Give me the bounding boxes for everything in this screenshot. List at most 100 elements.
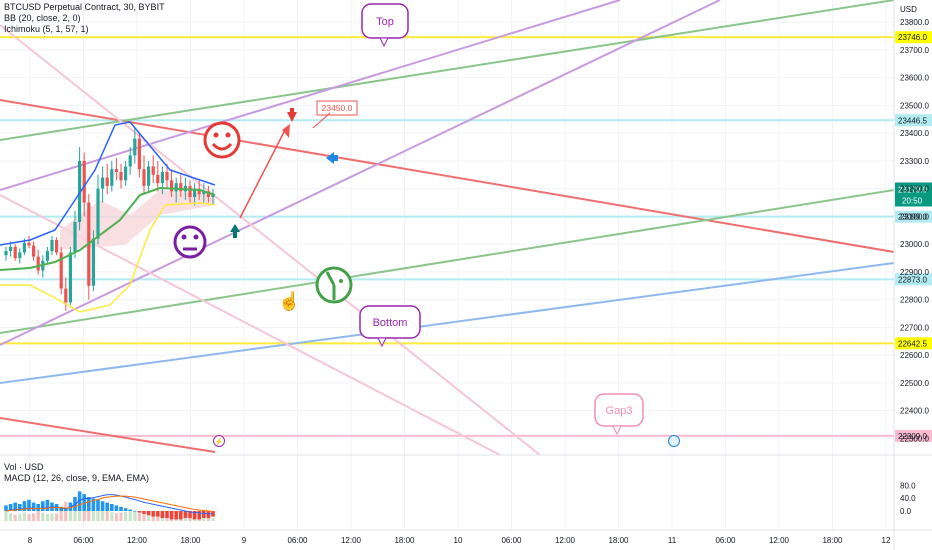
trend-lines: [0, 0, 895, 456]
price-tick-label: 22700.0: [900, 323, 929, 332]
candle-body: [78, 160, 82, 222]
candle-body: [45, 251, 49, 261]
candle-body: [50, 239, 54, 252]
candle-body: [137, 138, 141, 170]
bb-legend[interactable]: BB (20, close, 2, 0): [4, 13, 81, 23]
macd-histogram-bar: [197, 511, 201, 520]
volume-bar: [55, 513, 59, 521]
candle-body: [13, 246, 17, 259]
time-tick-label: 06:00: [73, 536, 94, 545]
event-flag-icon: [668, 435, 680, 447]
clock-face-icon: [315, 266, 353, 304]
candle-body: [211, 194, 215, 197]
neutral-face-icon: [173, 225, 207, 259]
volume-legend[interactable]: Vol · USD: [4, 462, 44, 472]
up-arrow-icon-stem: [233, 232, 237, 238]
volume-bar: [188, 516, 192, 521]
level-tag-text: 23446.5: [898, 116, 927, 125]
price-tick-label: 23000.0: [900, 240, 929, 249]
candle-body: [147, 166, 151, 186]
candle-body: [124, 166, 128, 181]
level-tag: [895, 337, 932, 350]
top-note-tail: [379, 37, 389, 48]
volume-bar: [105, 511, 109, 521]
macd-histogram-bar: [133, 511, 137, 512]
macd-histogram-bar: [82, 494, 86, 511]
bottom-note: Bottom: [359, 305, 421, 348]
macd-histogram-bar: [188, 511, 192, 518]
price-tick-label: 22300.0: [900, 434, 929, 443]
macd-histogram-bar: [206, 511, 211, 518]
time-tick-label: 12: [882, 536, 891, 545]
macd-histogram-bar: [91, 498, 96, 511]
neutral-face-icon-eye-left: [181, 234, 187, 240]
macd-histogram-bar: [165, 511, 169, 518]
macd-tick-label: 80.0: [900, 481, 916, 490]
price-tick-label: 23100.0: [900, 212, 929, 221]
neutral-face-icon-outline: [173, 225, 207, 259]
macd-histogram-bar: [169, 511, 174, 520]
macd-histogram-bar: [179, 511, 183, 520]
volume-bar: [45, 514, 49, 521]
price-tick-label: 22800.0: [900, 296, 929, 305]
volume-bar: [101, 510, 105, 521]
level-tag: [895, 114, 932, 127]
symbol-title[interactable]: BTCUSD Perpetual Contract, 30, BYBIT: [4, 2, 165, 12]
candle-body: [160, 172, 164, 184]
macd-histogram-bar: [87, 497, 91, 511]
volume-bar: [124, 511, 128, 521]
time-tick-label: 18:00: [180, 536, 201, 545]
volume-bar: [211, 517, 215, 521]
candle-body: [22, 242, 26, 253]
macd-histogram-bar: [45, 499, 50, 511]
volume-bar: [183, 516, 187, 521]
volume-bar: [22, 512, 26, 521]
price-tick-label: 22500.0: [900, 379, 929, 388]
level-tag: [895, 210, 932, 223]
candle-body: [91, 238, 95, 286]
time-tick-label: 18:00: [822, 536, 843, 545]
candle-body: [133, 138, 137, 156]
time-tick-label: 9: [242, 536, 247, 545]
ichimoku-legend[interactable]: Ichimoku (5, 1, 57, 1): [4, 24, 89, 34]
level-tag-text: 22309.0: [898, 432, 927, 441]
candle-body: [82, 160, 86, 203]
volume-bar: [87, 501, 91, 521]
macd-histogram-bar: [119, 506, 123, 511]
volume-bar: [119, 512, 123, 521]
level-tag-text: 22642.5: [898, 339, 927, 348]
happy-face-icon-outline: [203, 121, 241, 159]
macd-legend[interactable]: MACD (12, 26, close, 9, EMA, EMA): [4, 473, 150, 483]
price-tick-label: 23300.0: [900, 157, 929, 166]
top-note-text: Top: [376, 16, 394, 28]
bottom-note-tail: [377, 337, 387, 348]
candle-body: [202, 191, 206, 195]
happy-face-icon-mouth: [211, 142, 233, 151]
macd-histogram-bar: [192, 511, 197, 520]
candle-body: [55, 239, 59, 253]
hand-pointer-icon: ☝: [278, 290, 300, 312]
time-tick-label: 8: [28, 536, 33, 545]
candle-body: [36, 256, 40, 271]
price-tick-label: 23400.0: [900, 129, 929, 138]
volume-bar: [128, 511, 132, 521]
candle-body: [170, 180, 174, 192]
candle-body: [96, 188, 100, 239]
happy-face-icon-eye-right: [225, 132, 231, 138]
volume-bar: [151, 513, 155, 521]
macd-histogram-bar: [105, 502, 109, 511]
trend-line: [0, 0, 621, 191]
macd-histogram-bar: [31, 502, 36, 511]
macd-histogram-bar: [36, 504, 40, 511]
time-tick-label: 11: [668, 536, 677, 545]
candle-body: [4, 251, 8, 256]
candle-body: [73, 221, 77, 253]
volume-bar: [73, 505, 77, 521]
gap-note-text: Gap3: [606, 405, 633, 417]
macd-histogram-bar: [202, 511, 206, 518]
left-arrow-icon-stem: [333, 155, 338, 161]
volume-bar: [4, 511, 8, 521]
candle-body: [101, 177, 105, 189]
price-tick-label: 23500.0: [900, 101, 929, 110]
